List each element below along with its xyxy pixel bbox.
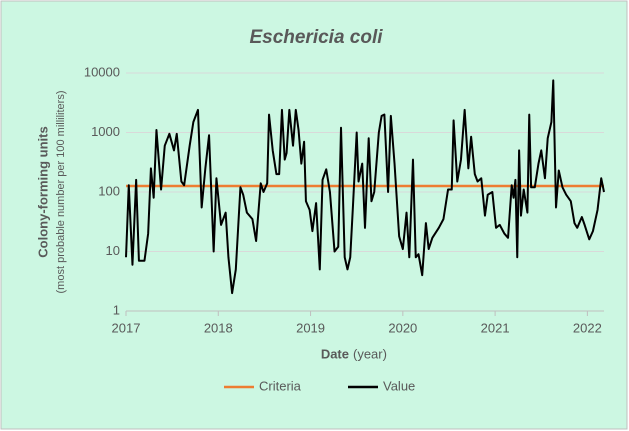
y-tick-label: 10000: [84, 64, 120, 79]
x-tick-label: 2017: [112, 320, 141, 335]
x-tick-label: 2022: [573, 320, 602, 335]
x-axis-unit: (year): [353, 346, 387, 361]
x-tick-label: 2018: [204, 320, 233, 335]
legend-label: Value: [383, 378, 415, 393]
x-axis-label: Date: [321, 346, 349, 361]
y-axis-unit: (most probable number per 100 milliliter…: [55, 91, 67, 294]
x-tick-label: 2019: [296, 320, 325, 335]
legend-label: Criteria: [259, 378, 302, 393]
y-axis-label: Colony-forming units: [35, 126, 50, 257]
y-tick-label: 1000: [91, 124, 120, 139]
y-tick-label: 10: [106, 243, 120, 258]
y-tick-label: 100: [98, 183, 120, 198]
x-tick-label: 2020: [388, 320, 417, 335]
line-series: [125, 79, 605, 295]
x-tick-label: 2021: [481, 320, 510, 335]
chart-title: Eschericia coli: [249, 27, 383, 48]
y-tick-label: 1: [113, 302, 120, 317]
